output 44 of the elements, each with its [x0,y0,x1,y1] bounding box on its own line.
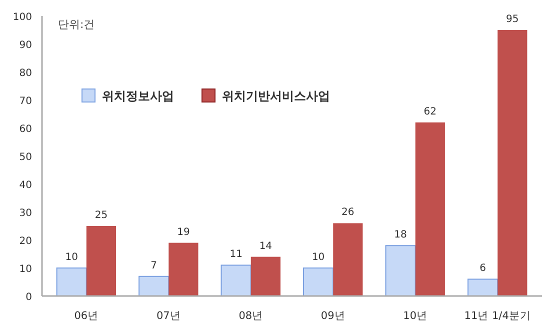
bar [498,30,528,296]
x-tick-label: 08년 [238,310,264,322]
bar [385,245,416,296]
y-tick-label: 50 [19,152,32,163]
data-label: 95 [506,14,519,25]
data-label: 26 [342,207,354,218]
bar [220,264,252,296]
x-tick-label: 07년 [156,310,181,322]
x-tick-label: 10년 [403,310,428,322]
data-label: 62 [424,106,437,118]
y-tick-label: 30 [19,208,32,219]
x-tick-label: 06년 [74,310,99,322]
y-tick-label: 100 [12,12,32,23]
data-label: 18 [394,230,407,241]
y-tick-label: 0 [26,292,32,303]
y-tick-label: 40 [19,180,32,191]
bar [168,242,198,296]
legend-label: 위치기반서비스사업 [222,89,330,103]
bar [303,268,334,296]
bar [138,276,170,296]
y-tick-label: 60 [19,124,32,135]
data-label: 14 [259,240,272,252]
data-label: 10 [312,252,325,263]
bar [467,278,498,296]
y-tick-label: 20 [19,236,32,247]
annotation: 단위:건 [58,18,95,31]
x-tick-label: 11년 1/4분기 [464,310,531,322]
bar [250,256,280,296]
data-label: 6 [480,263,486,274]
data-label: 10 [65,252,78,263]
y-tick-label: 70 [19,96,32,107]
y-tick-label: 10 [19,264,32,275]
y-tick-label: 90 [19,40,32,51]
y-tick-label: 80 [19,68,32,79]
bar [56,268,87,296]
data-label: 19 [177,226,190,238]
legend-label: 위치정보사업 [102,89,174,103]
data-label: 11 [230,249,242,260]
bar [86,226,116,296]
data-label: 25 [94,210,108,221]
x-tick-label: 09년 [320,310,346,322]
bar [415,122,445,296]
bar [333,223,363,296]
data-label: 7 [150,260,158,272]
